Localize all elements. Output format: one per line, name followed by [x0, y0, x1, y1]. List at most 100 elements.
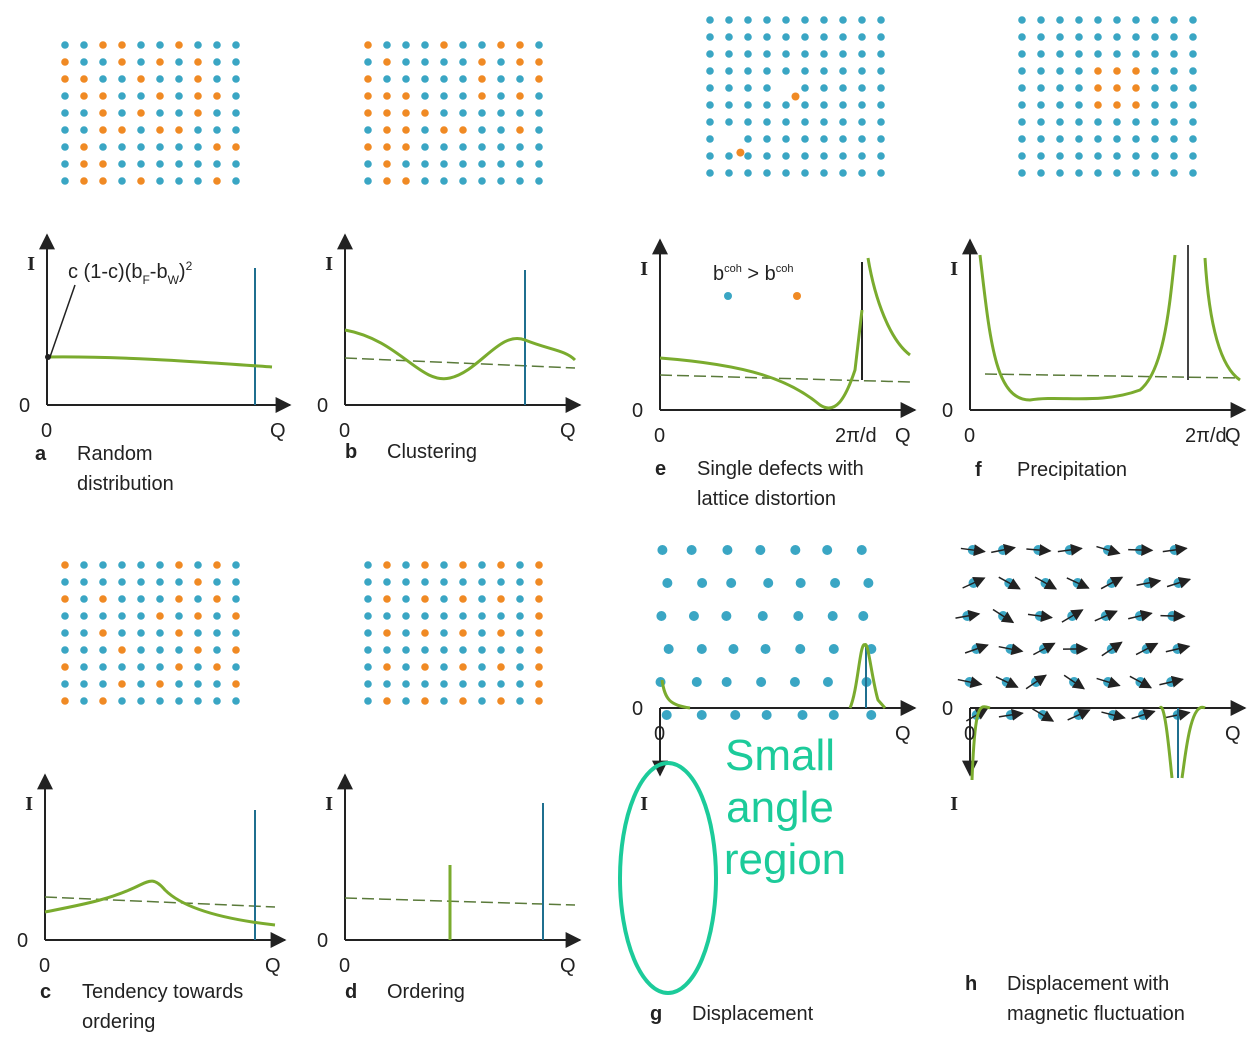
atom: [118, 58, 126, 66]
atom: [156, 160, 164, 168]
atom: [1170, 118, 1178, 126]
spin-arrow: [1135, 642, 1159, 656]
atom: [722, 545, 733, 555]
atom: [1056, 152, 1064, 160]
atom: [1075, 16, 1083, 24]
atom: [1132, 152, 1140, 160]
atom: [1037, 152, 1045, 160]
atom: [213, 41, 221, 49]
pointer: [49, 284, 76, 358]
atom: [383, 109, 391, 117]
spin-arrow: [1101, 641, 1123, 657]
atom: [706, 169, 714, 177]
atom: [440, 126, 448, 134]
atom: [1037, 33, 1045, 41]
spin-arrow: [964, 642, 989, 655]
atom: [61, 578, 69, 586]
atom: [725, 84, 733, 92]
spin-arrow: [1025, 674, 1047, 690]
atom: [744, 118, 752, 126]
atom: [194, 595, 202, 603]
atom: [744, 16, 752, 24]
atom: [213, 561, 221, 569]
atom: [80, 58, 88, 66]
atom: [877, 152, 885, 160]
atom: [156, 143, 164, 151]
atom: [1113, 169, 1121, 177]
atom: [421, 41, 429, 49]
atom: [175, 646, 183, 654]
atom: [1151, 16, 1159, 24]
atom: [1170, 135, 1178, 143]
atom: [402, 160, 410, 168]
atom: [1094, 118, 1102, 126]
atom: [1170, 101, 1178, 109]
atom: [80, 697, 88, 705]
atom: [706, 135, 714, 143]
panel: I 00 Qb Clustering: [317, 41, 582, 463]
atom: [1094, 169, 1102, 177]
atom: [175, 126, 183, 134]
atom: [744, 33, 752, 41]
atom: [421, 92, 429, 100]
atom: [1151, 33, 1159, 41]
atom: [137, 578, 145, 586]
origin-label: 0: [632, 400, 643, 422]
atom: [213, 143, 221, 151]
atom: [535, 92, 543, 100]
atom: [459, 160, 467, 168]
caption: Random: [77, 443, 153, 465]
atom: [763, 16, 771, 24]
spin-arrow: [1165, 642, 1191, 655]
atom: [1075, 67, 1083, 75]
panel-letter: e: [655, 458, 666, 480]
atom: [820, 67, 828, 75]
atom: [516, 595, 524, 603]
atom: [383, 126, 391, 134]
atom: [656, 611, 667, 621]
atom: [383, 75, 391, 83]
atom: [194, 126, 202, 134]
atom: [99, 646, 107, 654]
pointer-dot: [45, 354, 51, 360]
atom: [827, 611, 838, 621]
atom: [61, 663, 69, 671]
atom: [1151, 101, 1159, 109]
atom: [839, 33, 847, 41]
atom: [383, 612, 391, 620]
atom: [763, 101, 771, 109]
atom: [213, 629, 221, 637]
atom: [858, 152, 866, 160]
atom: [232, 629, 240, 637]
atom: [1094, 16, 1102, 24]
y-label: I: [950, 258, 958, 280]
atom: [175, 561, 183, 569]
atom: [478, 595, 486, 603]
atom: [478, 160, 486, 168]
atom: [782, 50, 790, 58]
atom: [789, 677, 800, 687]
atom: [478, 561, 486, 569]
atom: [118, 646, 126, 654]
atom: [877, 118, 885, 126]
atom: [478, 663, 486, 671]
atom: [497, 92, 505, 100]
atom: [402, 75, 410, 83]
atom: [782, 135, 790, 143]
atom: [1170, 50, 1178, 58]
atom: [99, 41, 107, 49]
atom: [497, 646, 505, 654]
atom: [99, 561, 107, 569]
atom: [1132, 101, 1140, 109]
atom: [80, 126, 88, 134]
atom: [478, 109, 486, 117]
atom: [99, 92, 107, 100]
intensity-curve: [848, 643, 887, 709]
atom: [801, 50, 809, 58]
intensity-curve: [970, 705, 991, 781]
atom: [118, 663, 126, 671]
atom: [421, 75, 429, 83]
atom: [478, 646, 486, 654]
atom: [459, 143, 467, 151]
atom: [535, 109, 543, 117]
